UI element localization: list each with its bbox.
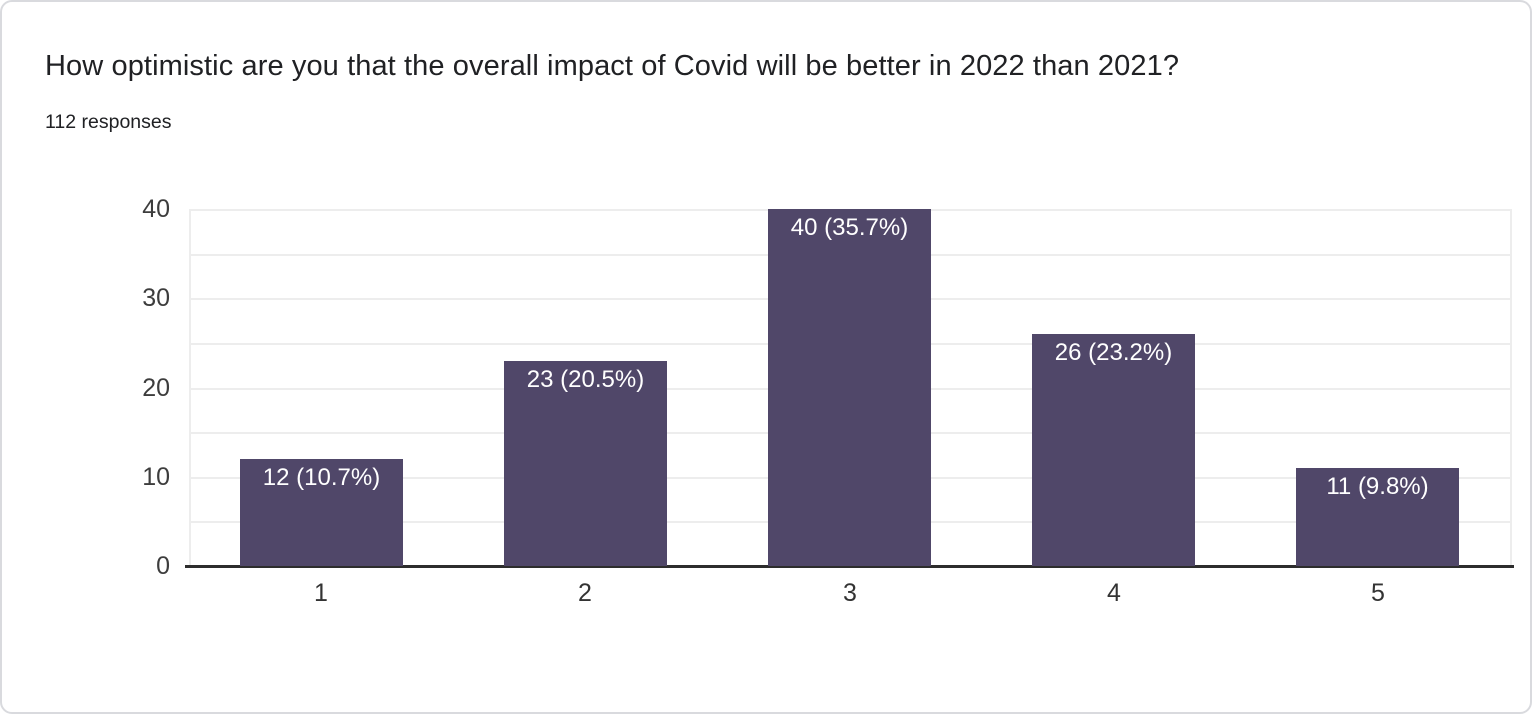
bar-3: 40 (35.7%): [768, 209, 931, 566]
bar-value-label: 26 (23.2%): [1054, 339, 1173, 366]
bar-4: 26 (23.2%): [1032, 334, 1195, 566]
bar-2: 23 (20.5%): [504, 361, 667, 566]
x-tick-label: 2: [578, 579, 592, 607]
plot-right-boundary: [1510, 209, 1512, 566]
question-title: How optimistic are you that the overall …: [45, 50, 1180, 82]
y-tick-label: 40: [142, 195, 170, 223]
bar-1: 12 (10.7%): [240, 459, 403, 566]
bar-value-label: 12 (10.7%): [262, 464, 381, 491]
y-tick-label: 20: [142, 374, 170, 402]
y-tick-label: 0: [156, 552, 170, 580]
x-tick-label: 3: [843, 579, 857, 607]
x-tick-label: 1: [314, 579, 328, 607]
bar-value-label: 23 (20.5%): [526, 366, 645, 393]
x-axis-line: [185, 565, 1514, 568]
bar-5: 11 (9.8%): [1296, 468, 1459, 566]
responses-count: 112 responses: [45, 111, 172, 133]
x-tick-label: 5: [1371, 579, 1385, 607]
bar-value-label: 11 (9.8%): [1326, 473, 1429, 500]
plot-left-boundary: [189, 209, 191, 566]
y-tick-label: 30: [142, 284, 170, 312]
y-tick-label: 10: [142, 463, 170, 491]
bar-value-label: 40 (35.7%): [790, 214, 909, 241]
x-tick-label: 4: [1107, 579, 1121, 607]
